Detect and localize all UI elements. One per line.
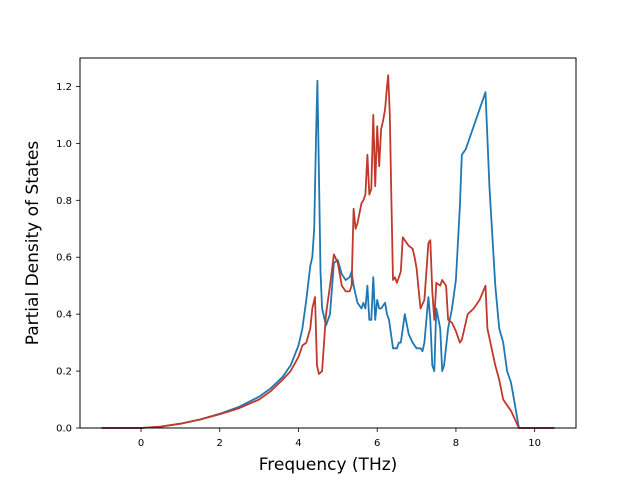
y-tick-label: 1.0	[56, 139, 72, 150]
x-axis-label: Frequency (THz)	[259, 455, 398, 475]
x-tick-label: 6	[374, 438, 380, 449]
x-tick-label: 10	[528, 438, 541, 449]
series-line-1	[101, 79, 555, 429]
x-tick-label: 0	[138, 438, 144, 449]
plot-area	[101, 74, 555, 429]
tick-marks	[76, 86, 536, 432]
y-tick-label: 0.8	[56, 196, 72, 207]
y-tick-label: 0.6	[56, 253, 72, 264]
series-line-2	[101, 74, 555, 429]
axes-frame	[79, 57, 577, 429]
y-tick-label: 0.4	[56, 310, 72, 321]
x-tick-label: 2	[217, 438, 223, 449]
y-tick-label: 0.2	[56, 367, 72, 378]
x-tick-label: 4	[295, 438, 301, 449]
x-tick-label: 8	[453, 438, 459, 449]
y-axis-label: Partial Density of States	[23, 141, 43, 346]
y-tick-label: 0.0	[56, 424, 72, 435]
y-tick-label: 1.2	[56, 82, 72, 93]
